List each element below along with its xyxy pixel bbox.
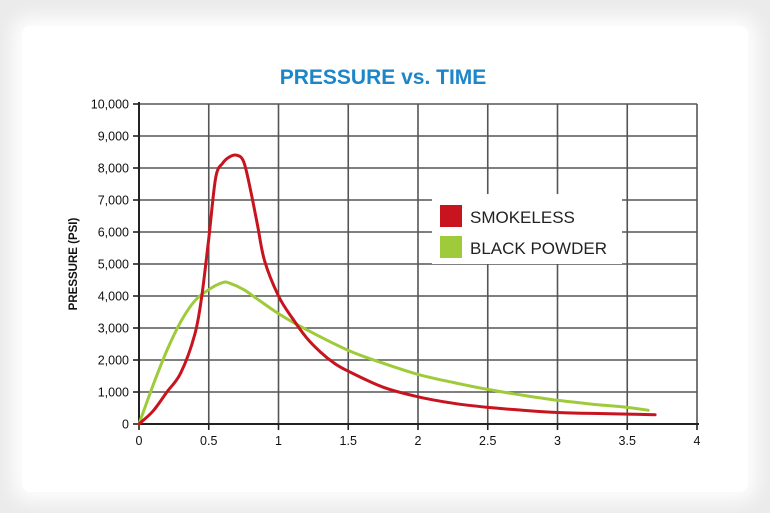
x-tick-label-5: 2.5 xyxy=(479,434,496,448)
y-tick-label-1: 1,000 xyxy=(98,386,129,400)
x-tick-label-8: 4 xyxy=(694,434,701,448)
x-tick-label-2: 1 xyxy=(275,434,282,448)
y-tick-label-4: 4,000 xyxy=(98,290,129,304)
x-tick-labels: 0 0.5 1 1.5 2 2.5 3 3.5 4 xyxy=(136,434,701,448)
axes xyxy=(133,102,699,430)
y-axis-label: PRESSURE (PSI) xyxy=(68,218,80,311)
series-line-black-powder xyxy=(137,280,650,426)
series-line-smokeless xyxy=(137,153,657,426)
x-tick-label-1: 0.5 xyxy=(200,434,217,448)
y-tick-label-2: 2,000 xyxy=(98,354,129,368)
y-tick-label-0: 0 xyxy=(122,418,129,432)
legend-swatch-black-powder xyxy=(440,236,462,258)
y-tick-label-5: 5,000 xyxy=(98,258,129,272)
y-tick-label-9: 9,000 xyxy=(98,130,129,144)
y-tick-label-10: 10,000 xyxy=(91,98,129,112)
y-tick-label-7: 7,000 xyxy=(98,194,129,208)
x-tick-label-4: 2 xyxy=(415,434,422,448)
y-tick-label-8: 8,000 xyxy=(98,162,129,176)
legend-label-black-powder: BLACK POWDER xyxy=(470,239,607,258)
legend-label-smokeless: SMOKELESS xyxy=(470,208,575,227)
legend-background xyxy=(432,194,622,264)
legend-swatch-smokeless xyxy=(440,205,462,227)
legend: SMOKELESS BLACK POWDER xyxy=(432,194,622,264)
y-tick-label-6: 6,000 xyxy=(98,226,129,240)
x-tick-label-3: 1.5 xyxy=(340,434,357,448)
x-tick-label-7: 3.5 xyxy=(619,434,636,448)
y-tick-label-3: 3,000 xyxy=(98,322,129,336)
x-tick-label-0: 0 xyxy=(136,434,143,448)
x-tick-label-6: 3 xyxy=(554,434,561,448)
chart-title: PRESSURE vs. TIME xyxy=(280,66,487,89)
series-lines xyxy=(137,153,657,426)
y-tick-labels: 0 1,000 2,000 3,000 4,000 5,000 6,000 7,000 8,00… xyxy=(91,98,129,432)
